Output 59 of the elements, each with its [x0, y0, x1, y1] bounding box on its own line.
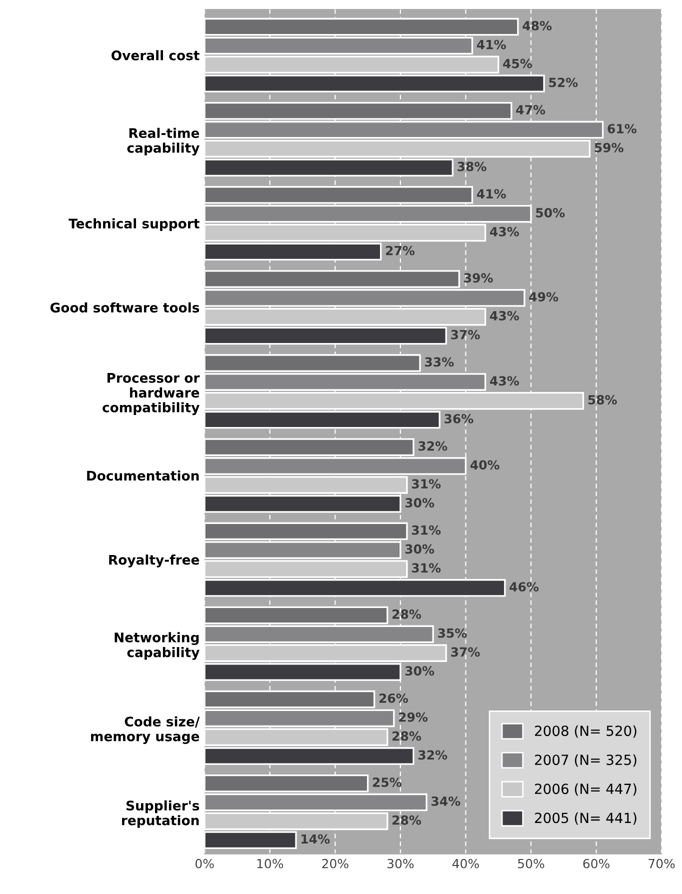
data-label: 32% — [418, 441, 448, 451]
data-label: 27% — [386, 246, 415, 256]
data-label: 47% — [516, 105, 546, 114]
y-tick-label: Technical support — [68, 218, 200, 232]
y-tick-label: Royalty-free — [109, 554, 200, 568]
x-tick-label: 20% — [322, 858, 348, 868]
data-label: 28% — [392, 815, 422, 825]
data-label: 34% — [432, 796, 460, 806]
y-tick-label: Supplier's reputation — [122, 800, 200, 828]
y-tick-label: Processor or hardware compatibility — [102, 373, 200, 416]
data-label: 39% — [464, 273, 493, 283]
data-label: 61% — [608, 124, 636, 134]
y-tick-label: Networking capability — [114, 632, 200, 660]
data-label: 41% — [476, 189, 506, 199]
data-label: 52% — [549, 78, 578, 88]
data-label: 37% — [451, 330, 480, 340]
x-tick-label: 50% — [518, 858, 544, 868]
data-label: 28% — [392, 609, 422, 619]
x-tick-label: 0% — [196, 858, 214, 868]
data-label: 28% — [392, 731, 422, 741]
x-tick-label: 60% — [583, 858, 610, 868]
data-label: 30% — [405, 498, 434, 508]
y-tick-label: Real-time capability — [127, 128, 200, 156]
legend-label: 2008 (N= 520) — [534, 725, 636, 738]
data-label: 36% — [444, 414, 474, 424]
x-tick-label: 70% — [648, 858, 675, 868]
x-tick-label: 30% — [387, 858, 414, 868]
data-label: 40% — [470, 460, 500, 470]
y-tick-label: Good software tools — [50, 302, 200, 313]
y-tick-label: Code size/ memory usage — [91, 716, 200, 744]
data-label: 37% — [451, 647, 480, 657]
data-label: 31% — [412, 525, 441, 535]
data-label: 33% — [425, 357, 454, 367]
data-label: 25% — [372, 778, 402, 787]
data-label: 59% — [594, 142, 624, 152]
data-label: 43% — [490, 226, 519, 236]
data-label: 32% — [418, 750, 448, 760]
data-label: 48% — [522, 20, 552, 30]
data-label: 49% — [529, 292, 558, 302]
data-label: 29% — [399, 712, 428, 722]
legend-label: 2005 (N= 441) — [534, 812, 636, 825]
data-label: 50% — [536, 208, 565, 218]
y-tick-label: Documentation — [87, 470, 199, 481]
data-label: 14% — [302, 834, 330, 844]
data-label: 43% — [490, 376, 519, 386]
data-label: 31% — [412, 479, 441, 489]
data-label: 31% — [412, 563, 441, 573]
legend-label: 2006 (N= 447) — [534, 783, 636, 796]
y-tick-label: Overall cost — [112, 50, 200, 60]
data-label: 43% — [490, 310, 519, 320]
x-tick-label: 10% — [257, 858, 284, 868]
legend-label: 2007 (N= 325) — [534, 754, 636, 767]
data-label: 30% — [405, 666, 434, 676]
data-label: 30% — [405, 544, 434, 554]
data-label: 41% — [476, 40, 506, 50]
data-label: 58% — [588, 395, 617, 405]
data-label: 26% — [379, 693, 408, 703]
data-label: 45% — [503, 58, 532, 68]
x-tick-label: 40% — [452, 858, 479, 868]
